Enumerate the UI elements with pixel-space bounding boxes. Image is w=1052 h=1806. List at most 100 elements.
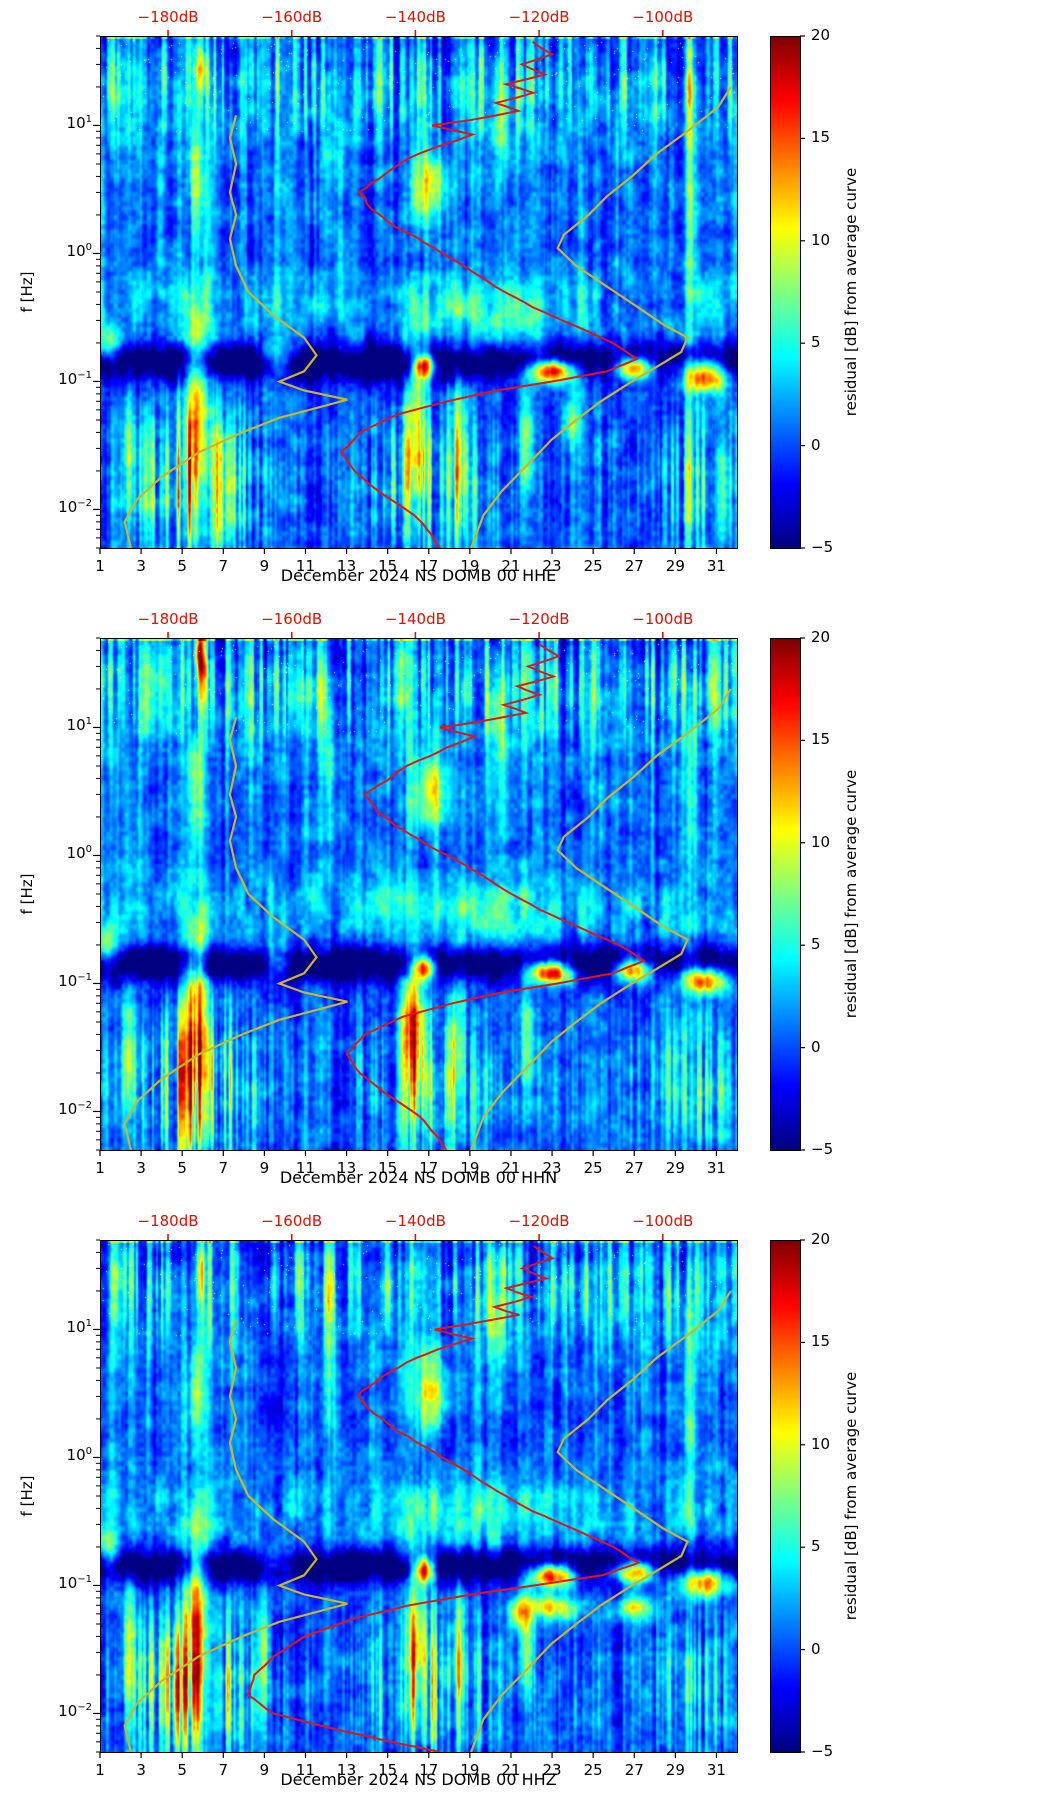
colorbar-tick-label: 10: [811, 230, 831, 249]
top-db-tick-label: −180dB: [137, 8, 199, 26]
x-tick-label: 15: [378, 1159, 398, 1177]
y-tick-label: 10−1: [58, 1574, 92, 1593]
colorbar-tick-label: 0: [811, 1639, 821, 1658]
panel-title: December 2024 NS DOMB 00 HHN: [279, 1168, 558, 1187]
top-db-tick-label: −100dB: [632, 1212, 694, 1230]
x-tick-label: 31: [706, 1159, 726, 1177]
y-axis-label: f [Hz]: [18, 271, 36, 313]
colorbar-tick-label: 15: [811, 730, 831, 749]
y-tick-label: 10−1: [58, 370, 92, 389]
x-tick-label: 9: [259, 557, 270, 575]
axes-overlay: [93, 632, 805, 1156]
y-tick-label: 101: [66, 716, 92, 735]
colorbar-tick-label: 5: [811, 935, 821, 954]
mean-spectrum-curve: [345, 643, 647, 1150]
x-tick-label: 21: [501, 557, 521, 575]
axes-overlay: [93, 30, 805, 554]
spectrogram-panel-hhz: f [Hz] residual [dB] from average curve …: [0, 1204, 1052, 1806]
y-tick-label: 10−2: [58, 1702, 92, 1721]
mean-spectrum-curve: [246, 1245, 641, 1752]
x-tick-label: 5: [177, 1159, 187, 1177]
x-tick-label: 27: [624, 557, 644, 575]
x-tick-label: 5: [177, 1761, 187, 1779]
colorbar-tick-label: 15: [811, 128, 831, 147]
y-tick-label: 101: [66, 1318, 92, 1337]
colorbar-tick-label: 15: [811, 1332, 831, 1351]
y-tick-label: 101: [66, 114, 92, 133]
y-axis-label: f [Hz]: [18, 1475, 36, 1517]
low-noise-model-curve: [123, 717, 348, 1150]
high-noise-model-curve: [470, 688, 732, 1150]
mean-spectrum-curve: [339, 41, 639, 548]
colorbar-tick-label: −5: [811, 1742, 834, 1760]
high-noise-model-curve: [470, 1290, 732, 1752]
x-tick-label: 17: [419, 1761, 439, 1779]
x-tick-label: 31: [706, 1761, 726, 1779]
colorbar: [770, 638, 800, 1150]
colorbar-label: residual [dB] from average curve: [842, 167, 860, 417]
x-tick-label: 27: [624, 1159, 644, 1177]
y-tick-label: 100: [66, 844, 92, 863]
x-tick-label: 3: [136, 1761, 146, 1779]
x-tick-label: 3: [136, 557, 146, 575]
top-db-tick-label: −180dB: [137, 610, 199, 628]
colorbar-tick-label: −5: [811, 538, 834, 556]
high-noise-model-curve: [470, 86, 732, 548]
x-tick-label: 7: [218, 1159, 229, 1177]
y-tick-label: 100: [66, 242, 92, 261]
top-db-tick-label: −140dB: [384, 610, 446, 628]
spectrogram-heatmap: [100, 36, 737, 548]
low-noise-model-curve: [123, 1319, 348, 1752]
top-db-tick-label: −120dB: [508, 8, 570, 26]
top-db-tick-label: −100dB: [632, 8, 694, 26]
top-db-tick-label: −140dB: [384, 1212, 446, 1230]
x-tick-label: 7: [218, 557, 229, 575]
colorbar-tick-label: 10: [811, 1434, 831, 1453]
x-tick-label: 1: [95, 1761, 105, 1779]
top-db-tick-label: −160dB: [261, 1212, 323, 1230]
x-tick-label: 25: [583, 1159, 603, 1177]
x-tick-label: 17: [419, 557, 439, 575]
panel-title: December 2024 NS DOMB 00 HHE: [280, 566, 557, 585]
x-tick-label: 19: [460, 1761, 480, 1779]
x-tick-label: 3: [136, 1159, 146, 1177]
colorbar-tick-label: 0: [811, 435, 821, 454]
x-tick-label: 7: [218, 1761, 229, 1779]
x-tick-label: 23: [542, 557, 562, 575]
colorbar-tick-label: 20: [811, 628, 831, 646]
top-db-tick-label: −160dB: [261, 8, 323, 26]
spectrogram-panel-hhe: f [Hz] residual [dB] from average curve …: [0, 0, 1052, 602]
spectrogram-heatmap: [100, 638, 737, 1150]
colorbar-tick-label: 10: [811, 832, 831, 851]
x-tick-label: 23: [542, 1761, 562, 1779]
colorbar-tick-label: 20: [811, 26, 831, 44]
x-tick-label: 11: [295, 1761, 316, 1779]
x-tick-label: 11: [295, 1159, 316, 1177]
x-tick-label: 11: [295, 557, 316, 575]
x-tick-label: 15: [378, 557, 398, 575]
x-tick-label: 21: [501, 1159, 521, 1177]
colorbar-tick-label: 5: [811, 333, 821, 352]
x-tick-label: 25: [583, 1761, 603, 1779]
panel-title: December 2024 NS DOMB 00 HHZ: [280, 1770, 557, 1789]
x-tick-label: 21: [501, 1761, 521, 1779]
colorbar-label: residual [dB] from average curve: [842, 1371, 860, 1621]
colorbar: [770, 1240, 800, 1752]
x-tick-label: 13: [337, 1159, 357, 1177]
x-tick-label: 15: [378, 1761, 398, 1779]
x-tick-label: 9: [259, 1159, 270, 1177]
x-tick-label: 19: [460, 557, 480, 575]
x-tick-label: 13: [337, 1761, 357, 1779]
x-tick-label: 29: [665, 1761, 685, 1779]
x-tick-label: 23: [542, 1159, 562, 1177]
x-tick-label: 29: [665, 1159, 685, 1177]
x-tick-label: 19: [460, 1159, 480, 1177]
colorbar-tick-label: 5: [811, 1537, 821, 1556]
colorbar-tick-label: −5: [811, 1140, 834, 1158]
colorbar-tick-label: 0: [811, 1037, 821, 1056]
top-db-tick-label: −120dB: [508, 1212, 570, 1230]
colorbar: [770, 36, 800, 548]
spectrogram-heatmap: [100, 1240, 737, 1752]
x-tick-label: 27: [624, 1761, 644, 1779]
top-db-tick-label: −140dB: [384, 8, 446, 26]
